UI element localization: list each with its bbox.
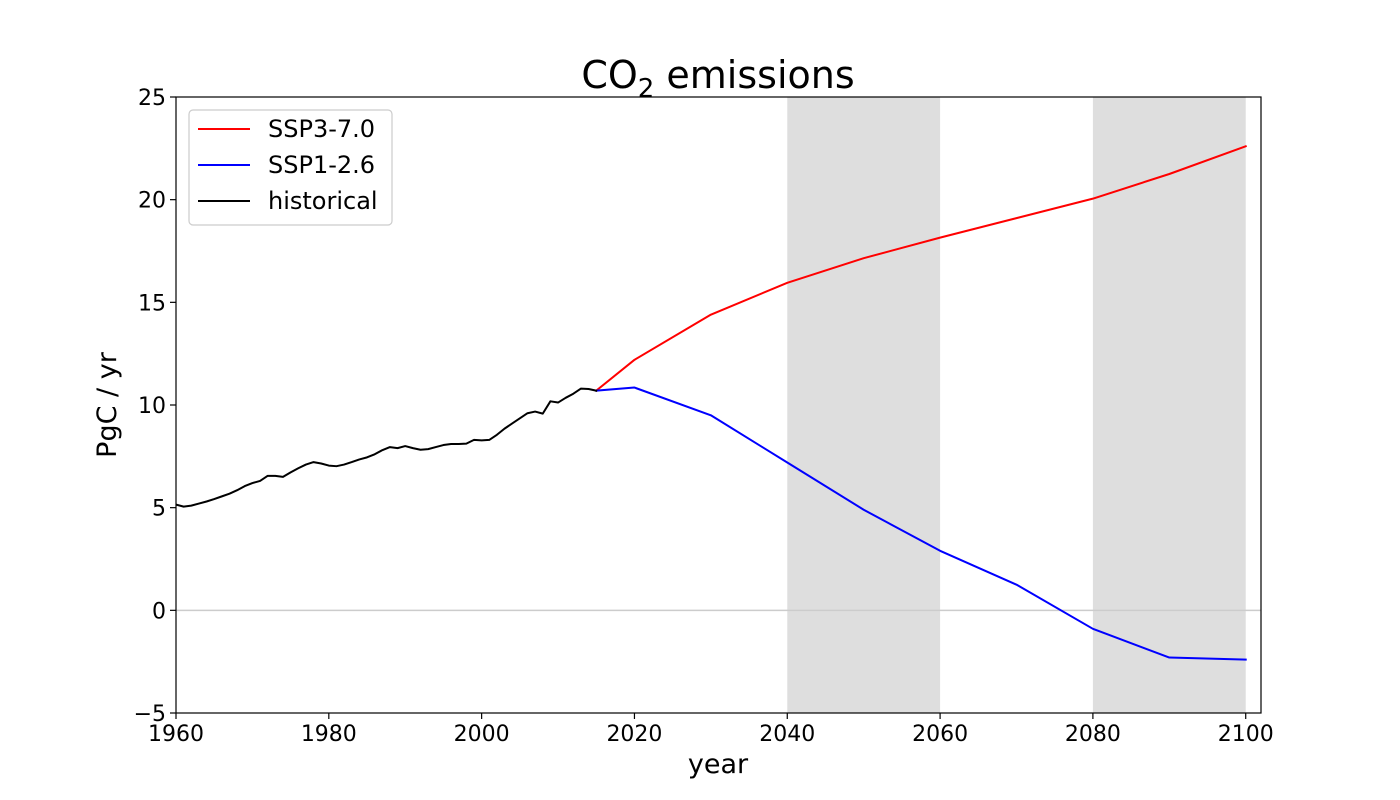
axes: 1960 1980 2000 2020 2040 2060 2080 2100 −5 0 5 10 15… xyxy=(134,86,1274,747)
series-line-ssp1-2-6 xyxy=(595,386,1247,661)
x-tick-label: 2000 xyxy=(454,722,510,747)
shaded-period-2 xyxy=(1092,97,1246,713)
x-tick-label: 2100 xyxy=(1218,722,1274,747)
y-tick-label: −5 xyxy=(134,702,166,727)
chart-title-rest: emissions xyxy=(654,53,854,97)
y-tick-label: 15 xyxy=(138,291,166,316)
x-tick-label: 2020 xyxy=(606,722,662,747)
y-tick-label: 10 xyxy=(138,394,166,419)
y-axis-label: PgC / yr xyxy=(92,351,123,458)
legend: SSP3-7.0 SSP1-2.6 historical xyxy=(188,109,393,226)
chart-title-main: CO xyxy=(581,53,637,97)
series-line-historical xyxy=(176,387,598,508)
y-tick-label: 20 xyxy=(138,189,166,214)
x-axis-label: year xyxy=(688,749,749,780)
series-line-ssp3-7-0 xyxy=(594,144,1248,393)
y-tick-label: 25 xyxy=(138,86,166,111)
plot-area xyxy=(176,97,1261,713)
legend-label: SSP3-7.0 xyxy=(268,115,375,143)
x-tick-label: 2080 xyxy=(1065,722,1121,747)
chart-title: CO2 emissions xyxy=(581,53,854,104)
x-tick-label: 2060 xyxy=(912,722,968,747)
shaded-period-1 xyxy=(787,97,941,713)
x-tick-label: 1980 xyxy=(301,722,357,747)
y-tick-label: 5 xyxy=(152,497,166,522)
legend-box xyxy=(188,109,393,226)
x-tick-label: 2040 xyxy=(759,722,815,747)
y-tick-label: 0 xyxy=(152,599,166,624)
series-group xyxy=(176,144,1248,661)
x-tick-label: 1960 xyxy=(148,722,204,747)
legend-label: historical xyxy=(268,187,378,215)
chart-title-subscript: 2 xyxy=(638,74,655,104)
legend-label: SSP1-2.6 xyxy=(268,151,375,179)
